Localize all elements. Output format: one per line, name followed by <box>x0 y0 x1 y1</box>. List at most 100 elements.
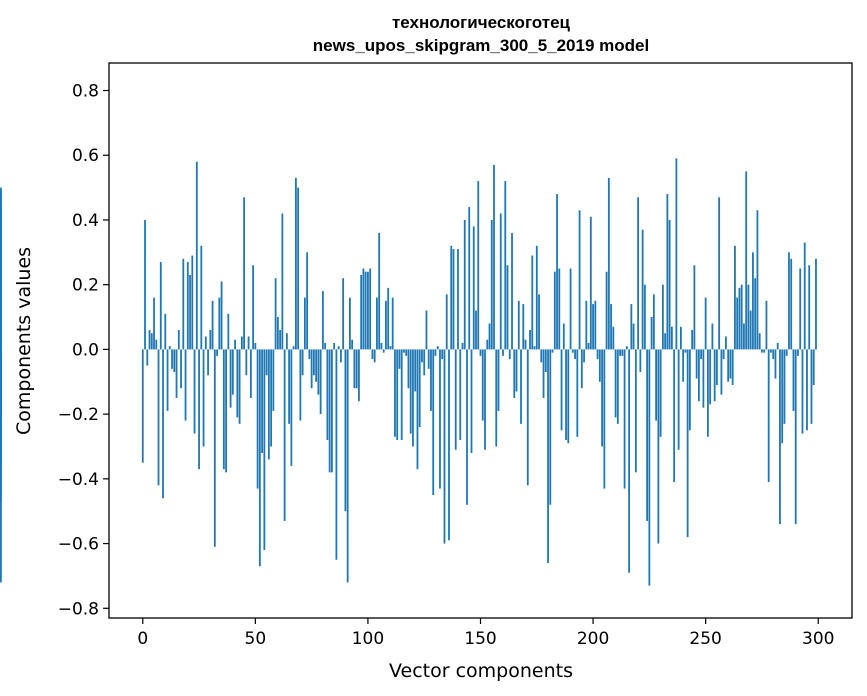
bar-component-257 <box>720 349 723 395</box>
y-tick-label: 0.4 <box>72 211 99 231</box>
bar-component-201 <box>594 300 597 350</box>
x-axis-label: Vector components <box>389 660 573 682</box>
bar-component-294 <box>803 242 806 350</box>
bar-component-58 <box>272 349 275 411</box>
bar-component-206 <box>605 271 608 350</box>
bar-component-221 <box>639 349 642 373</box>
bar-component-4 <box>150 333 153 350</box>
bar-component-51 <box>256 349 259 489</box>
bar-component-12 <box>168 346 171 350</box>
bar-component-91 <box>346 349 349 583</box>
bar-component-153 <box>486 339 489 350</box>
bar-component-262 <box>731 349 734 385</box>
bar-component-106 <box>380 342 383 350</box>
bar-component-155 <box>490 219 493 350</box>
bar-component-86 <box>335 349 338 560</box>
x-tick-label: 250 <box>689 629 721 649</box>
bar-component-180 <box>547 349 549 563</box>
bar-component-255 <box>716 349 718 385</box>
bar-component-15 <box>175 349 178 398</box>
bar-component-234 <box>668 219 671 350</box>
bar-component-7 <box>157 349 160 486</box>
bar-component-237 <box>675 158 678 350</box>
bar-component-287 <box>788 252 790 350</box>
bar-component-147 <box>472 226 475 350</box>
bar-component-284 <box>781 349 784 444</box>
bar-component-239 <box>679 326 682 350</box>
bar-component-280 <box>772 349 775 360</box>
bar-component-75 <box>310 349 313 389</box>
bar-component-143 <box>463 219 466 350</box>
bar-component-274 <box>758 333 761 350</box>
bar-component-176 <box>538 294 540 350</box>
bar-component-19 <box>184 349 187 421</box>
bar-component-231 <box>661 284 664 350</box>
bar-component-168 <box>520 349 522 424</box>
bar-component-263 <box>734 245 736 350</box>
bar-component-111 <box>391 297 394 350</box>
bar-component-24 <box>195 161 198 350</box>
bar-component-67 <box>292 346 295 350</box>
bar-component-70 <box>299 349 302 421</box>
bar-component-107 <box>382 349 385 353</box>
bar-component-169 <box>522 304 525 350</box>
bar-component-1 <box>144 219 146 350</box>
bar-component-46 <box>245 349 248 376</box>
bar-component-94 <box>353 349 356 389</box>
bar-component-105 <box>378 232 381 350</box>
bar-component-30 <box>209 329 212 350</box>
bar-component-63 <box>283 349 286 521</box>
bar-component-219 <box>634 349 637 473</box>
bar-component-253 <box>711 323 714 350</box>
bar-component-14 <box>173 349 176 373</box>
bar-component-71 <box>301 349 304 376</box>
bar-component-186 <box>560 349 563 431</box>
bar-component-137 <box>450 245 453 350</box>
bar-component-271 <box>752 252 754 350</box>
bar-component-47 <box>247 336 250 350</box>
bar-component-49 <box>252 265 254 350</box>
bar-component-247 <box>698 349 700 402</box>
bar-component-13 <box>171 349 173 369</box>
bar-component-145 <box>468 207 471 350</box>
y-tick-label: −0.8 <box>58 599 99 619</box>
bar-component-177 <box>540 349 543 363</box>
bar-component-217 <box>630 304 633 350</box>
bar-component-18 <box>182 258 185 350</box>
bar-component-98 <box>362 268 365 350</box>
bar-component-203 <box>598 349 601 382</box>
bar-component-124 <box>421 349 423 363</box>
bar-component-264 <box>736 297 739 350</box>
bar-component-289 <box>792 349 795 411</box>
bar-component-114 <box>398 349 401 369</box>
bar-component-163 <box>508 349 511 360</box>
bar-component-270 <box>749 310 752 350</box>
bar-component-113 <box>396 349 399 441</box>
bar-component-126 <box>425 310 428 350</box>
bar-component-167 <box>517 300 520 350</box>
bar-component-151 <box>481 349 484 421</box>
bar-component-133 <box>441 349 444 360</box>
bar-component-205 <box>603 349 606 489</box>
y-axis-label: Components values <box>13 247 35 435</box>
bar-component-16 <box>177 329 180 350</box>
x-tick-label: 50 <box>245 629 267 649</box>
bar-component-212 <box>619 349 621 356</box>
bar-component-35 <box>220 281 223 350</box>
bar-component-57 <box>270 349 273 447</box>
bar-component-78 <box>317 349 320 395</box>
bar-component-256 <box>718 197 721 350</box>
bar-component-171 <box>526 349 529 486</box>
bar-component-32 <box>213 349 216 547</box>
bar-component-278 <box>767 349 770 483</box>
bar-component-242 <box>686 349 689 538</box>
bar-component-179 <box>544 349 547 373</box>
bar-component-243 <box>688 349 691 431</box>
x-tick-label: 200 <box>577 629 609 649</box>
bar-component-5 <box>153 297 155 350</box>
bar-component-197 <box>585 300 588 350</box>
bar-component-17 <box>180 349 182 389</box>
bar-component-279 <box>770 349 772 353</box>
bar-component-26 <box>200 245 203 350</box>
